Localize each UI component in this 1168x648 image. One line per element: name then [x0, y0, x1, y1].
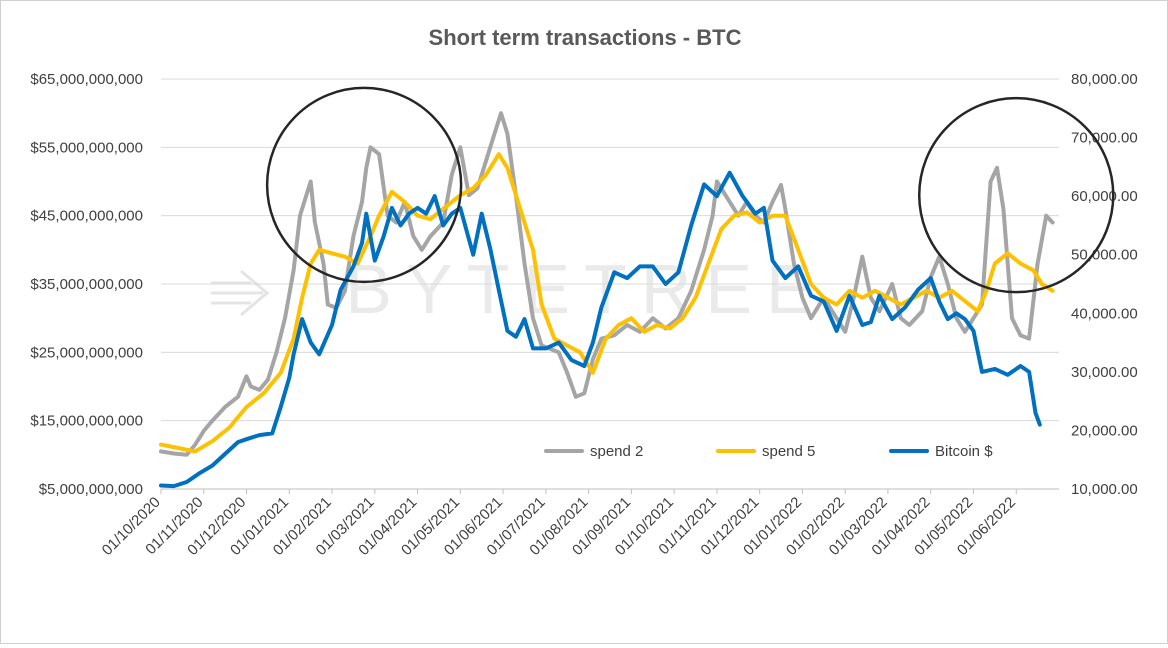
annotation-circle	[917, 96, 1115, 294]
left-tick-label: $15,000,000,000	[30, 413, 143, 430]
annotations	[265, 86, 1115, 294]
left-tick-label: $35,000,000,000	[30, 276, 143, 293]
series-line-spend-5	[159, 152, 1055, 454]
right-tick-label: 30,000.00	[1071, 364, 1138, 381]
right-tick-label: 80,000.00	[1071, 71, 1138, 88]
series-line-spend-2	[159, 111, 1055, 457]
right-y-axis: 10,000.00 20,000.00 30,000.00 40,000.00 50,0…	[1071, 71, 1138, 498]
left-y-axis: $5,000,000,000 $15,000,000,000 $25,000,000…	[30, 71, 143, 498]
right-tick-label: 10,000.00	[1071, 481, 1138, 498]
left-tick-label: $55,000,000,000	[30, 139, 143, 156]
legend-label: spend 2	[590, 443, 643, 460]
chart-title: Short term transactions - BTC	[429, 25, 742, 50]
left-tick-label: $25,000,000,000	[30, 344, 143, 361]
legend-label: Bitcoin $	[935, 443, 993, 460]
left-tick-label: $65,000,000,000	[30, 71, 143, 88]
left-tick-label: $45,000,000,000	[30, 208, 143, 225]
watermark-arrow-icon	[211, 269, 270, 317]
series-line-bitcoin	[159, 170, 1042, 489]
legend-label: spend 5	[762, 443, 815, 460]
right-tick-label: 50,000.00	[1071, 247, 1138, 264]
right-tick-label: 20,000.00	[1071, 422, 1138, 439]
left-tick-label: $5,000,000,000	[39, 481, 143, 498]
annotation-circle	[265, 86, 463, 284]
x-axis: 01/10/202001/11/202001/12/202001/01/2021…	[99, 488, 1059, 559]
right-tick-label: 60,000.00	[1071, 188, 1138, 205]
legend: spend 2 spend 5 Bitcoin $	[544, 443, 993, 460]
watermark-text: BYTETREE	[345, 250, 827, 328]
right-tick-label: 40,000.00	[1071, 305, 1138, 322]
right-tick-label: 70,000.00	[1071, 130, 1138, 147]
series-lines	[159, 111, 1055, 489]
